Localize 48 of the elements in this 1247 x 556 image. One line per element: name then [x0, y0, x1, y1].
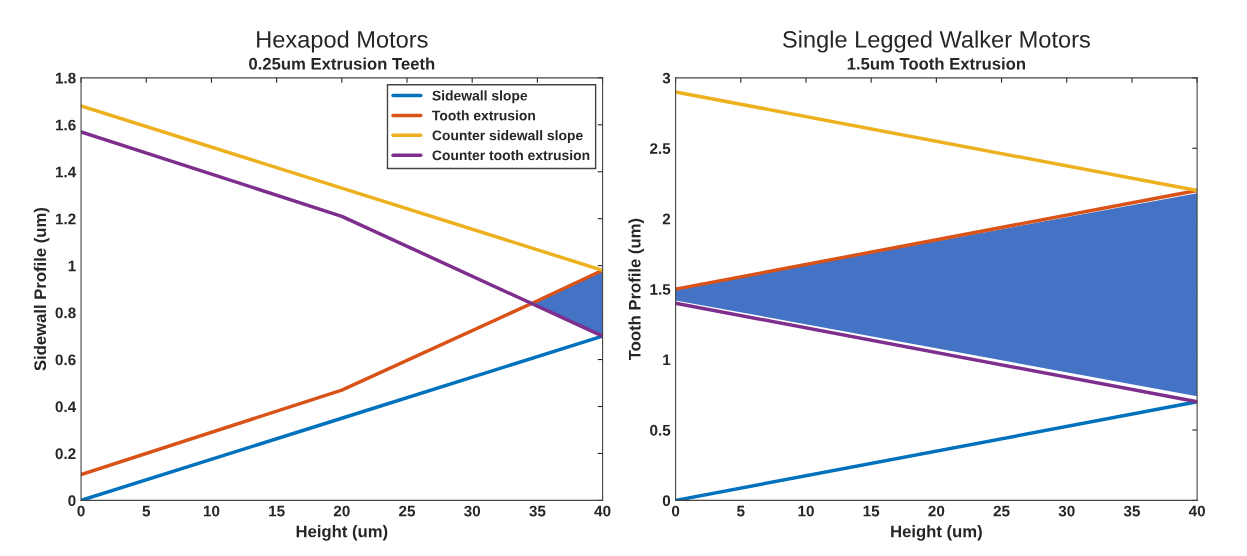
x-tick-label: 20 — [333, 505, 350, 517]
x-tick-label: 0 — [77, 505, 85, 517]
x-axis-title: Height (um) — [296, 525, 388, 541]
chart-subtitle: 1.5um Tooth Extrusion — [847, 57, 1025, 70]
legend-label: Counter tooth extrusion — [432, 150, 590, 161]
y-tick-label: 1 — [68, 260, 76, 272]
y-tick-label: 0.4 — [55, 401, 77, 413]
x-tick-label: 35 — [1123, 505, 1140, 517]
chart-title: Single Legged Walker Motors — [783, 30, 1090, 53]
y-tick-label: 1.4 — [55, 166, 77, 178]
x-tick-label: 30 — [1058, 505, 1075, 517]
legend-label: Tooth extrusion — [432, 110, 535, 121]
legend-label: Counter sidewall slope — [432, 130, 583, 144]
y-tick-label: 2.5 — [650, 143, 671, 154]
chart-title: Hexapod Motors — [257, 30, 428, 53]
legend-label: Sidewall slope — [432, 90, 528, 104]
y-tick-label: 0.5 — [650, 424, 671, 436]
x-tick-label: 25 — [993, 505, 1010, 517]
y-axis-title: Tooth Profile (um) — [628, 218, 644, 361]
y-tick-label: 2 — [662, 213, 671, 225]
x-tick-label: 5 — [142, 505, 151, 517]
x-tick-label: 10 — [203, 505, 220, 517]
line-series — [81, 268, 603, 477]
y-tick-label: 0.8 — [55, 307, 76, 319]
y-tick-label: 1.8 — [55, 72, 76, 84]
x-axis-title: Height (um) — [891, 525, 982, 541]
y-tick-label: 0 — [68, 495, 76, 507]
x-tick-label: 5 — [737, 505, 745, 517]
y-tick-label: 1.2 — [55, 213, 76, 225]
chart-subtitle: 0.25um Extrusion Teeth — [249, 57, 435, 70]
x-tick-label: 10 — [798, 505, 814, 517]
y-tick-label: 3 — [662, 72, 671, 84]
x-tick-label: 40 — [1188, 505, 1205, 517]
y-tick-label: 0.2 — [55, 448, 76, 460]
x-tick-label: 35 — [529, 505, 546, 517]
x-tick-label: 40 — [594, 505, 611, 517]
x-tick-label: 30 — [464, 505, 481, 517]
y-tick-label: 0.6 — [55, 354, 76, 366]
y-tick-label: 0 — [662, 495, 671, 507]
y-tick-label: 1.6 — [55, 119, 76, 131]
x-tick-label: 20 — [928, 505, 945, 517]
y-tick-label: 1.5 — [650, 284, 671, 295]
x-tick-label: 15 — [863, 505, 880, 517]
y-axis-title: Sidewall Profile (um) — [33, 207, 50, 371]
y-tick-label: 1 — [663, 354, 671, 366]
x-tick-label: 15 — [269, 505, 285, 517]
x-tick-label: 25 — [399, 505, 416, 517]
x-tick-label: 0 — [671, 505, 680, 517]
